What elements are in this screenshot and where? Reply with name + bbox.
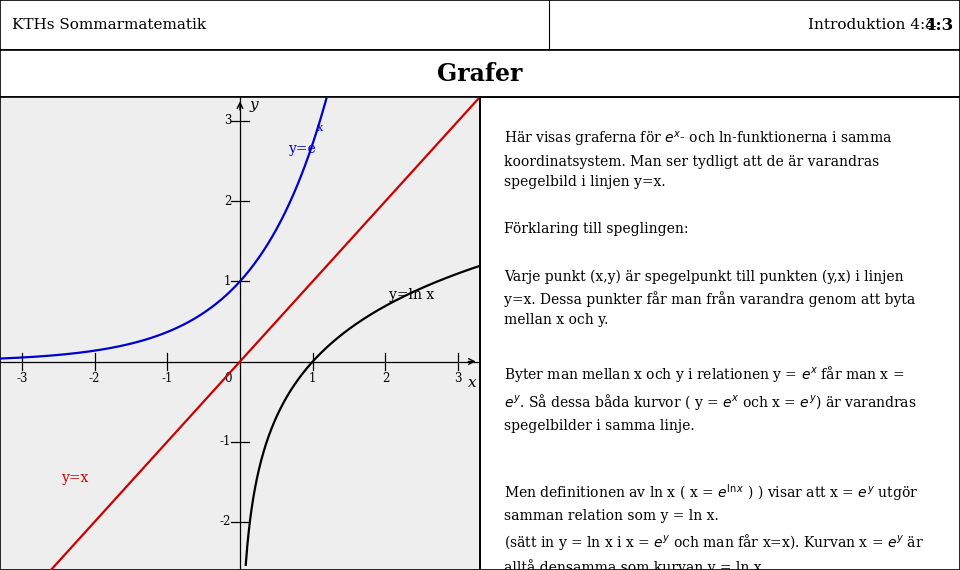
Text: -2: -2 bbox=[220, 515, 231, 528]
Text: y=x: y=x bbox=[61, 471, 89, 485]
Text: -1: -1 bbox=[220, 435, 231, 448]
Text: KTHs Sommarmatematik: KTHs Sommarmatematik bbox=[12, 18, 205, 32]
Text: Byter man mellan x och y i relationen y = $e^x$ får man x =
$e^y$. Så dessa båda: Byter man mellan x och y i relationen y … bbox=[504, 364, 917, 433]
Text: 2: 2 bbox=[224, 194, 231, 207]
Text: 1: 1 bbox=[309, 372, 317, 385]
Text: 1: 1 bbox=[224, 275, 231, 288]
Text: Varje punkt (x,y) är spegelpunkt till punkten (y,x) i linjen
y=x. Dessa punkter : Varje punkt (x,y) är spegelpunkt till pu… bbox=[504, 270, 915, 327]
Text: 3: 3 bbox=[224, 115, 231, 128]
Text: 0: 0 bbox=[224, 372, 231, 385]
Text: 2: 2 bbox=[382, 372, 389, 385]
Text: y=ln x: y=ln x bbox=[389, 288, 434, 302]
Text: Introduktion 4:3: Introduktion 4:3 bbox=[808, 18, 950, 32]
Text: Förklaring till speglingen:: Förklaring till speglingen: bbox=[504, 222, 688, 237]
Text: Grafer: Grafer bbox=[438, 62, 522, 86]
Text: y: y bbox=[250, 98, 258, 112]
Bar bbox=[0, 97, 480, 570]
Text: Här visas graferna för $e^x$- och ln-funktionerna i samma
koordinatsystem. Man s: Här visas graferna för $e^x$- och ln-fun… bbox=[504, 130, 892, 189]
Text: y=e: y=e bbox=[290, 142, 317, 156]
Text: -2: -2 bbox=[89, 372, 100, 385]
Text: x: x bbox=[317, 123, 323, 133]
Text: 3: 3 bbox=[454, 372, 462, 385]
Text: Men definitionen av ln x ( x = $e^{\ln x}$ ) ) visar att x = $e^y$ utgör
samman : Men definitionen av ln x ( x = $e^{\ln x… bbox=[504, 482, 924, 570]
Text: 4:3: 4:3 bbox=[924, 17, 953, 34]
Text: -1: -1 bbox=[161, 372, 173, 385]
Text: x: x bbox=[468, 376, 477, 390]
Text: -3: -3 bbox=[16, 372, 28, 385]
